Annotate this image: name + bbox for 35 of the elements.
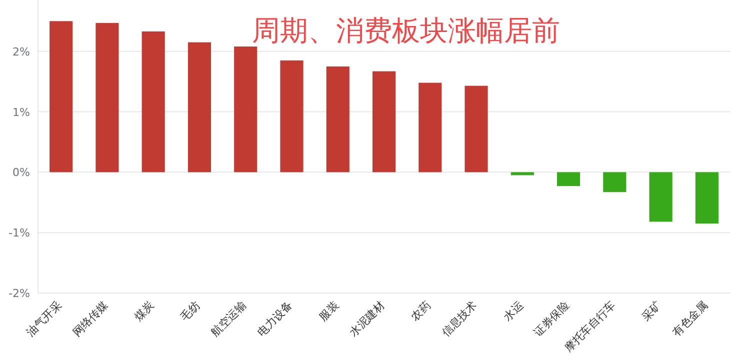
x-tick-label: 油气开采: [24, 298, 64, 340]
x-tick-label: 证券保险: [532, 298, 572, 340]
bar: [372, 71, 396, 172]
bar: [557, 172, 580, 186]
x-tick-label: 采矿: [639, 298, 664, 324]
bar: [418, 82, 442, 172]
bar: [96, 22, 119, 172]
bar: [603, 172, 626, 192]
x-tick-label: 信息技术: [439, 298, 480, 340]
x-tick-label: 有色金属: [670, 299, 710, 340]
bar: [280, 60, 304, 172]
text: 周期、消费板块涨幅居前: [252, 15, 560, 46]
x-tick-label: 毛纺: [178, 298, 203, 324]
y-tick-label: 2%: [12, 45, 30, 58]
x-tick-label: 煤炭: [132, 298, 157, 324]
x-tick-label: 农药: [408, 298, 434, 324]
bar: [234, 46, 258, 172]
bar: [695, 172, 718, 224]
bar: [649, 172, 672, 222]
y-tick-label: -1%: [8, 226, 30, 240]
bar: [188, 42, 211, 172]
bar: [464, 86, 488, 172]
bar: [142, 31, 165, 172]
y-tick-label: -2%: [8, 287, 30, 300]
bar: [510, 172, 534, 176]
x-tick-label: 航空运输: [208, 298, 249, 340]
bar: [326, 66, 350, 172]
x-tick-label: 服装: [316, 298, 342, 324]
x-tick-label: 网络传媒: [70, 299, 110, 340]
x-tick-label: 水泥建材: [346, 298, 388, 340]
x-tick-label: 水运: [500, 298, 526, 324]
y-tick-label: 0%: [12, 166, 30, 180]
x-tick-label: 电力设备: [254, 298, 296, 340]
y-tick-label: 1%: [12, 106, 30, 119]
bar: [50, 21, 73, 172]
